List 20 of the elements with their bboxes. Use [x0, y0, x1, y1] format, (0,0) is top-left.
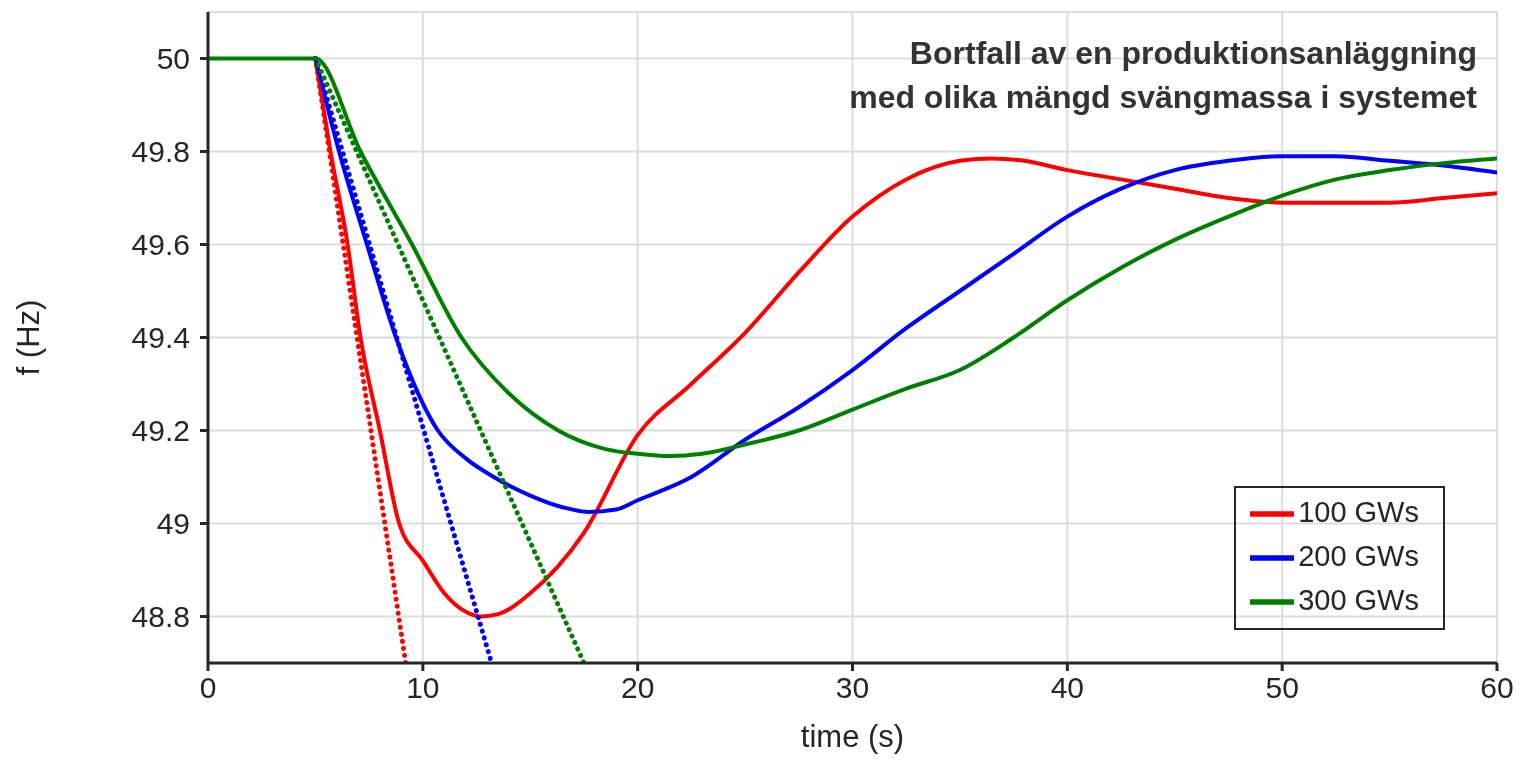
x-tick-label: 50: [1265, 671, 1299, 705]
x-tick-label: 30: [835, 671, 870, 705]
x-axis-title: time (s): [800, 719, 905, 754]
y-tick-label: 50: [156, 42, 190, 76]
x-tick-label: 0: [199, 671, 217, 705]
x-tick-label: 10: [406, 671, 440, 705]
y-tick-label: 49: [156, 507, 190, 541]
legend-label: 200 GWs: [1298, 539, 1419, 572]
legend-label: 300 GWs: [1298, 583, 1419, 616]
x-tick-label: 20: [620, 671, 655, 705]
text: Bortfall av en produktionsanläggning med olika mängd svängmassa i systemet: [849, 35, 1478, 115]
y-tick-label: 49.2: [131, 414, 190, 448]
x-tick-label: 40: [1050, 671, 1085, 705]
y-tick-label: 48.8: [131, 600, 190, 634]
y-tick-label: 49.4: [131, 321, 190, 355]
x-tick-label: 60: [1480, 671, 1514, 705]
y-tick-label: 49.8: [131, 135, 190, 169]
y-tick-label: 49.6: [131, 228, 190, 262]
legend-label: 100 GWs: [1298, 495, 1419, 528]
y-axis-title: f (Hz): [11, 299, 47, 376]
